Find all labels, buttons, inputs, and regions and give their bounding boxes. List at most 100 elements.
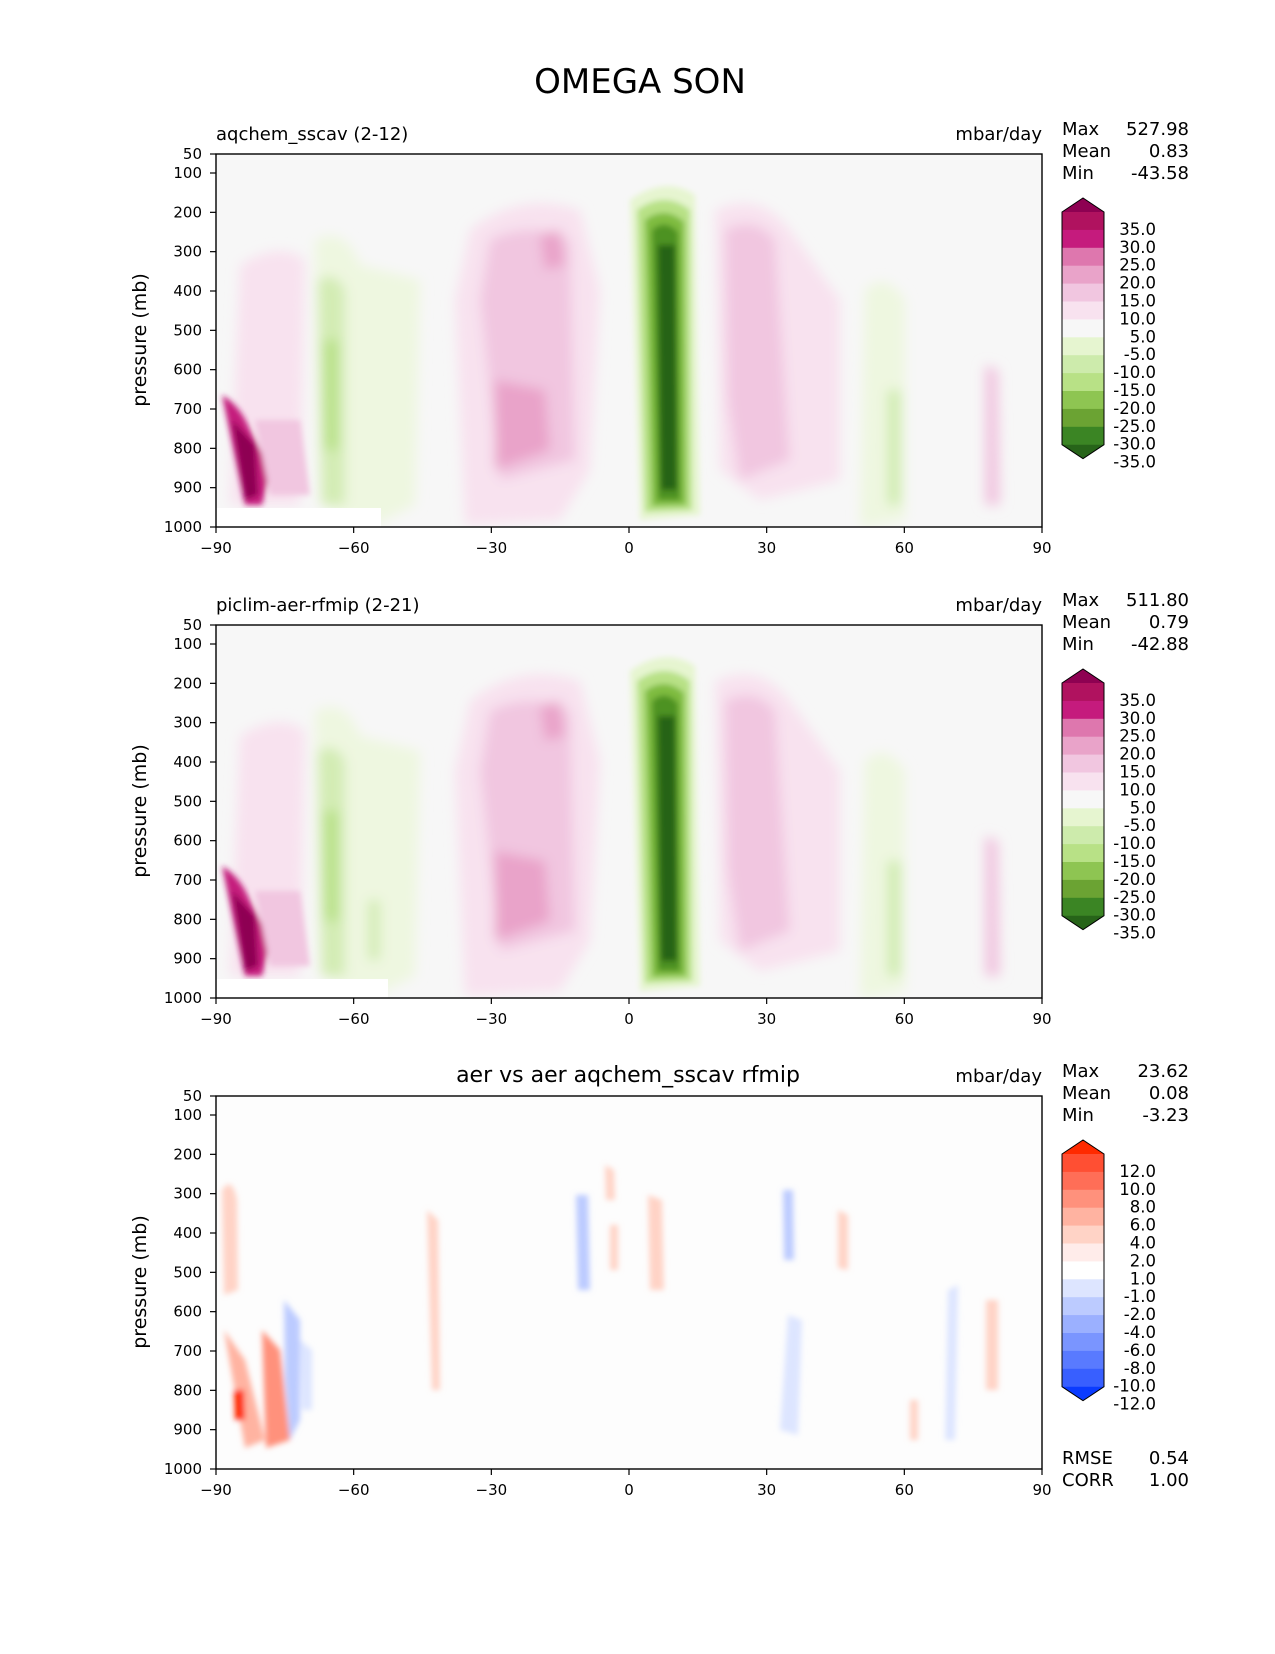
x-tick-label: 30 — [757, 539, 776, 557]
colorbar-cell — [1062, 1171, 1104, 1191]
stat-rmse-label: RMSE — [1062, 1448, 1113, 1469]
x-tick-label: −30 — [476, 1010, 508, 1028]
colorbar-cell — [1062, 265, 1104, 284]
y-tick-label: 50 — [183, 616, 202, 634]
colorbar-label: 10.0 — [1119, 309, 1156, 328]
y-tick-label: 200 — [173, 1145, 202, 1163]
contour-pink-patch — [255, 420, 310, 495]
diff-blue-left — [284, 1300, 300, 1440]
colorbar-label: 35.0 — [1119, 220, 1156, 239]
x-tick-label: −30 — [476, 539, 508, 557]
contour-green-right-inner — [888, 390, 900, 505]
colorbar-label: -4.0 — [1124, 1323, 1156, 1342]
x-tick-label: −90 — [200, 1481, 232, 1499]
colorbar-cell — [1062, 1207, 1104, 1226]
colorbar-cell — [1062, 229, 1104, 249]
contour-pink-patch — [255, 891, 310, 966]
colorbar-cell — [1062, 772, 1104, 791]
contour-field — [216, 625, 1042, 998]
contour-pink-upper-core — [540, 230, 565, 270]
colorbar-label: 2.0 — [1130, 1251, 1156, 1270]
colorbar-cell — [1062, 700, 1104, 720]
colorbar-extend-top — [1062, 198, 1104, 212]
x-tick-label: 60 — [895, 1010, 914, 1028]
colorbar-label: -30.0 — [1113, 906, 1156, 925]
diff-red-core — [234, 1390, 245, 1420]
colorbar-extend-bottom — [1062, 444, 1104, 459]
colorbar-label: -25.0 — [1113, 888, 1156, 907]
diff-red-left-lower — [224, 1330, 265, 1448]
colorbar-extend-top — [1062, 1140, 1104, 1154]
contour-pink-far-right — [985, 836, 1000, 976]
y-tick-label: 900 — [173, 1421, 202, 1439]
diff-red-5 — [838, 1210, 848, 1270]
x-tick-label: 90 — [1032, 1481, 1051, 1499]
colorbar-label: 35.0 — [1119, 691, 1156, 710]
x-tick-label: 0 — [624, 1481, 634, 1499]
colorbar-label: -1.0 — [1124, 1287, 1156, 1306]
colorbar-label: -25.0 — [1113, 417, 1156, 436]
colorbar-label: 25.0 — [1119, 727, 1156, 746]
y-tick-label: 300 — [173, 714, 202, 732]
colorbar-label: -20.0 — [1113, 399, 1156, 418]
y-tick-label: 700 — [173, 400, 202, 418]
colorbar-label: 10.0 — [1119, 1180, 1156, 1199]
stat-mean-value: 0.79 — [1149, 612, 1189, 633]
y-tick-label: 100 — [173, 1106, 202, 1124]
stat-corr-label: CORR — [1062, 1470, 1114, 1491]
colorbar-label: 25.0 — [1119, 256, 1156, 275]
stat-mean-label: Mean — [1062, 1083, 1111, 1104]
stat-max-label: Max — [1062, 1061, 1100, 1082]
colorbar-label: 30.0 — [1119, 709, 1156, 728]
y-tick-label: 1000 — [164, 518, 202, 536]
colorbar-label: -20.0 — [1113, 870, 1156, 889]
colorbar-cell — [1062, 283, 1104, 302]
x-tick-label: −90 — [200, 1010, 232, 1028]
stat-max-value: 511.80 — [1126, 590, 1189, 611]
colorbar-label: -15.0 — [1113, 852, 1156, 871]
colorbar: 35.030.025.020.015.010.05.0-5.0-10.0-15.… — [1061, 668, 1156, 943]
y-tick-label: 1000 — [164, 989, 202, 1007]
colorbar-cell — [1062, 337, 1104, 356]
x-tick-label: 60 — [895, 539, 914, 557]
diff-red-4 — [648, 1195, 664, 1290]
colorbar-cell — [1062, 1297, 1104, 1316]
figure-title: OMEGA SON — [534, 62, 746, 102]
stat-mean-label: Mean — [1062, 612, 1111, 633]
colorbar-extend-top — [1062, 669, 1104, 683]
y-tick-label: 900 — [173, 950, 202, 968]
y-tick-label: 200 — [173, 674, 202, 692]
diff-red-7 — [986, 1300, 998, 1390]
diff-blue-4 — [945, 1285, 958, 1440]
colorbar-label: -30.0 — [1113, 435, 1156, 454]
stat-min-value: -43.58 — [1131, 163, 1189, 184]
missing-data-region — [216, 979, 388, 998]
colorbar-outline — [1061, 668, 1105, 931]
x-tick-label: 30 — [757, 1481, 776, 1499]
colorbar-cell — [1062, 1279, 1104, 1298]
colorbar-cell — [1062, 826, 1104, 845]
contour-green-jet-5 — [658, 245, 677, 490]
colorbar-label: 5.0 — [1130, 798, 1156, 817]
colorbar-label: -10.0 — [1113, 834, 1156, 853]
colorbar-cell — [1062, 1368, 1104, 1388]
colorbar-label: 1.0 — [1130, 1269, 1156, 1288]
colorbar-cell — [1062, 319, 1104, 338]
x-tick-label: −60 — [338, 1010, 370, 1028]
x-tick-label: −60 — [338, 1481, 370, 1499]
contour-pink-right-inner — [725, 224, 790, 480]
y-tick-label: 700 — [173, 1342, 202, 1360]
x-tick-label: 30 — [757, 1010, 776, 1028]
colorbar-cell — [1062, 355, 1104, 374]
colorbar-cell — [1062, 897, 1104, 917]
panel-2: piclim-aer-rfmip (2-21) mbar/day pressur… — [129, 590, 1189, 1028]
stat-min-value: -42.88 — [1131, 634, 1189, 655]
panel-title: piclim-aer-rfmip (2-21) — [216, 595, 420, 616]
y-tick-label: 1000 — [164, 1460, 202, 1478]
stat-mean-value: 0.08 — [1149, 1083, 1189, 1104]
y-tick-label: 50 — [183, 145, 202, 163]
colorbar-cell — [1062, 1225, 1104, 1244]
stat-min-label: Min — [1062, 1105, 1094, 1126]
contour-magenta-core — [232, 891, 258, 971]
